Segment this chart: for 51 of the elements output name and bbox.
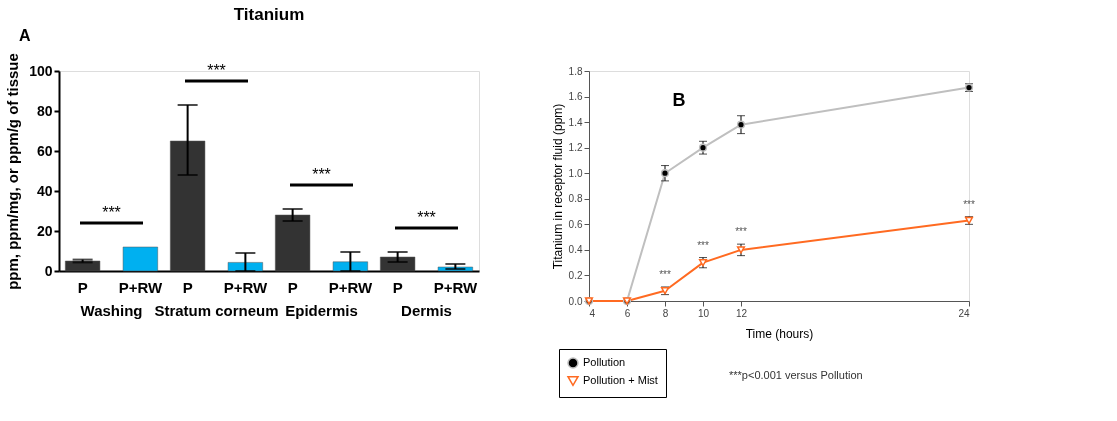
annotation: *** — [697, 239, 709, 251]
y-tick-label: 1.4 — [568, 116, 583, 128]
annotation: *** — [102, 204, 121, 221]
x-axis-title: Time (hours) — [745, 326, 814, 341]
x-tick-label: Dermis — [401, 301, 452, 319]
series-label: P — [77, 279, 88, 296]
legend-label: Pollution + Mist — [583, 374, 658, 386]
x-tick-label: 8 — [662, 307, 669, 319]
x-tick-label: 12 — [735, 307, 748, 319]
y-tick-label: 40 — [36, 182, 53, 199]
x-tick-label: 10 — [697, 307, 710, 319]
text: P — [182, 279, 193, 296]
x-tick-label: Epidermis — [285, 301, 358, 319]
annotation: *** — [417, 209, 436, 226]
y-tick-label: 0.0 — [568, 295, 583, 307]
text: P — [287, 279, 298, 296]
x-tick-label: Washing — [80, 301, 143, 319]
x-tick-label: 6 — [624, 307, 631, 319]
x-tick-label: Stratum corneum — [154, 301, 279, 319]
annotation: *** — [659, 268, 671, 280]
y-axis-title: Titanium in receptor fluid (ppm) — [550, 103, 565, 270]
annotation: *** — [207, 62, 226, 79]
legend-label: Pollution — [583, 356, 626, 368]
chart-title: Titanium — [233, 5, 305, 24]
y-tick-label: 0.4 — [568, 244, 583, 256]
series-label: P+RW — [118, 279, 163, 296]
annotation: B — [672, 90, 686, 110]
y-tick-label: 0.2 — [568, 269, 583, 281]
annotation: *** — [963, 198, 975, 210]
x-tick-label: 4 — [589, 307, 596, 319]
annotation: *** — [312, 166, 331, 183]
y-tick-label: 60 — [36, 142, 53, 159]
annotation: *** — [735, 226, 747, 238]
text: A — [19, 27, 31, 44]
text: ***p<0.001 versus Pollution — [729, 369, 863, 381]
text: P+RW — [223, 279, 268, 296]
y-tick-label: 0.8 — [568, 193, 583, 205]
y-tick-label: 1.0 — [568, 167, 583, 179]
y-tick-label: 1.6 — [568, 91, 583, 103]
y-tick-label: 20 — [36, 222, 53, 239]
text: P+RW — [328, 279, 373, 296]
text: P — [392, 279, 403, 296]
y-tick-label: 80 — [36, 102, 53, 119]
x-tick-label: 24 — [958, 307, 970, 319]
y-tick-label: 100 — [29, 62, 53, 79]
text: P+RW — [433, 279, 478, 296]
y-tick-label: 0 — [44, 262, 53, 279]
y-tick-label: 1.2 — [568, 142, 583, 154]
y-tick-label: 0.6 — [568, 218, 583, 230]
y-axis-title: ppm, ppm/mg, or ppm/g of tissue — [4, 53, 22, 290]
y-tick-label: 1.8 — [568, 65, 583, 77]
